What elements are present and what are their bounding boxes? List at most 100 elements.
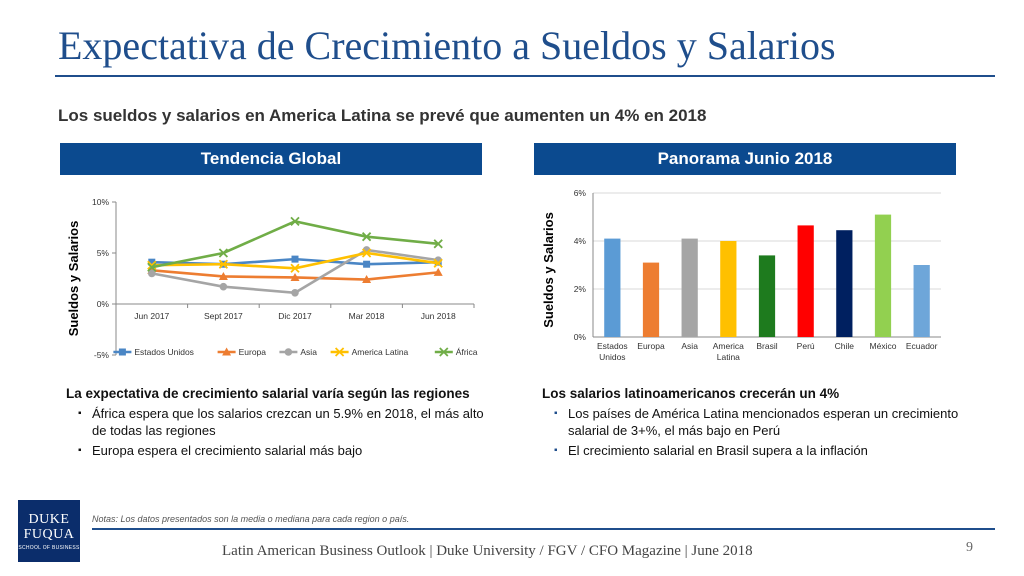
x-tick-label: Estados Unidos: [597, 341, 628, 362]
right-bullets: Los salarios latinoamericanos crecerán u…: [542, 385, 962, 462]
data-point: [291, 255, 299, 263]
page-number: 9: [966, 540, 973, 555]
data-point: [219, 282, 228, 291]
footer-text: Latin American Business Outlook | Duke U…: [222, 543, 753, 559]
data-point: [433, 239, 443, 249]
y-axis-label: Sueldos y Salarios: [66, 221, 81, 337]
bar-estados-unidos: [604, 238, 621, 337]
y-tick-label: 4%: [574, 236, 587, 246]
series-asia: [148, 246, 443, 297]
y-tick-label: 5%: [97, 248, 110, 258]
data-point: [218, 248, 229, 258]
footer-divider: [92, 528, 995, 530]
x-tick-label: Brasil: [756, 341, 777, 351]
legend-item: America Latina: [330, 347, 409, 357]
legend-item: Asia: [279, 347, 317, 357]
right-bullets-lead: Los salarios latinoamericanos crecerán u…: [542, 386, 840, 401]
bullet-icon: ▪: [78, 445, 82, 456]
data-point: [433, 267, 443, 276]
data-point: [147, 262, 157, 272]
notes-text: Notas: Los datos presentados son la medi…: [92, 514, 410, 524]
data-point: [363, 260, 371, 268]
legend-item: Estados Unidos: [113, 347, 194, 357]
x-tick-label: Asia: [681, 341, 698, 351]
bullet-icon: ▪: [554, 445, 558, 456]
y-tick-label: 0%: [97, 299, 110, 309]
bar-peru: [797, 225, 814, 337]
data-point: [290, 216, 300, 227]
list-item: ▪ Los países de América Latina mencionado…: [542, 405, 962, 439]
banner-tendencia-global: Tendencia Global: [60, 143, 482, 175]
legend-label: Asia: [300, 347, 317, 357]
logo-line-1: DUKE: [28, 511, 70, 527]
x-tick-label: America Latina: [713, 341, 744, 362]
left-bullets-lead: La expectativa de crecimiento salarial v…: [66, 386, 470, 401]
left-bullets: La expectativa de crecimiento salarial v…: [66, 385, 486, 462]
x-tick-label: Jun 2018: [421, 311, 456, 321]
legend-label: África: [456, 347, 478, 357]
data-point: [218, 271, 228, 280]
data-point: [290, 263, 300, 273]
list-item-text: El crecimiento salarial en Brasil supera…: [568, 443, 868, 458]
legend-marker: [118, 348, 126, 356]
x-tick-label: México: [870, 341, 897, 351]
bullet-icon: ▪: [554, 408, 558, 419]
duke-fuqua-logo: DUKE FUQUA SCHOOL OF BUSINESS: [18, 500, 80, 562]
series-africa: [147, 216, 443, 272]
data-point: [148, 269, 156, 278]
bar-chile: [836, 230, 853, 337]
bullet-icon: ▪: [78, 408, 82, 419]
data-point: [291, 288, 299, 297]
bar-mexico: [874, 214, 892, 337]
list-item-text: Los países de América Latina mencionados…: [568, 406, 959, 438]
legend-label: Estados Unidos: [134, 347, 194, 357]
data-point: [218, 259, 229, 269]
y-tick-label: 0%: [574, 332, 587, 342]
legend-marker: [284, 348, 293, 356]
banner-panorama: Panorama Junio 2018: [534, 143, 956, 175]
series-america-latina: [147, 248, 443, 273]
list-item: ▪ África espera que los salarios crezcan …: [66, 405, 486, 439]
slide-subtitle: Los sueldos y salarios en America Latina…: [58, 106, 707, 125]
bar-ecuador: [913, 265, 930, 337]
bar-america-latina: [720, 241, 737, 337]
logo-line-2: FUQUA: [23, 526, 75, 542]
x-tick-label: Dic 2017: [278, 311, 312, 321]
x-tick-label: Ecuador: [906, 341, 938, 351]
list-item: ▪ El crecimiento salarial en Brasil super…: [542, 442, 962, 459]
bar-asia: [681, 238, 698, 337]
x-tick-label: Europa: [637, 341, 665, 351]
data-point: [148, 258, 156, 266]
y-tick-label: 2%: [574, 284, 587, 294]
x-tick-label: Chile: [835, 341, 855, 351]
x-tick-label: Jun 2017: [134, 311, 169, 321]
data-point: [290, 272, 300, 281]
x-tick-label: Mar 2018: [349, 311, 385, 321]
x-tick-label: Sept 2017: [204, 311, 243, 321]
legend-marker: [439, 347, 449, 357]
bar-brasil: [758, 255, 776, 337]
bar-chart: Sueldos y Salarios 0% 2% 4% 6% Estados Unidos E…: [541, 188, 941, 362]
y-tick-label: 6%: [574, 188, 587, 198]
slide-title: Expectativa de Crecimiento a Sueldos y S…: [58, 23, 836, 68]
data-point: [362, 275, 372, 284]
legend-marker: [334, 347, 345, 357]
legend-item: África: [434, 347, 478, 357]
data-point: [433, 258, 443, 268]
line-chart: Sueldos y Salarios -5% 0% 5% 10% Jun 2017 Sept…: [66, 197, 478, 360]
legend-label: Europa: [239, 347, 267, 357]
data-point: [361, 248, 372, 258]
title-divider: [55, 75, 995, 77]
list-item-text: Europa espera el crecimiento salarial má…: [92, 443, 363, 458]
logo-line-3: SCHOOL OF BUSINESS: [18, 544, 80, 551]
y-tick-label: 10%: [92, 197, 109, 207]
x-tick-label: Perú: [797, 341, 815, 351]
legend-item: Europa: [217, 347, 267, 357]
bar-europa: [642, 262, 660, 337]
list-item: ▪ Europa espera el crecimiento salarial m…: [66, 442, 486, 459]
list-item-text: África espera que los salarios crezcan u…: [92, 406, 484, 438]
y-axis-label: Sueldos y Salarios: [541, 212, 556, 328]
legend-label: America Latina: [352, 347, 409, 357]
legend-marker: [222, 347, 232, 356]
y-tick-label: -5%: [94, 350, 110, 360]
